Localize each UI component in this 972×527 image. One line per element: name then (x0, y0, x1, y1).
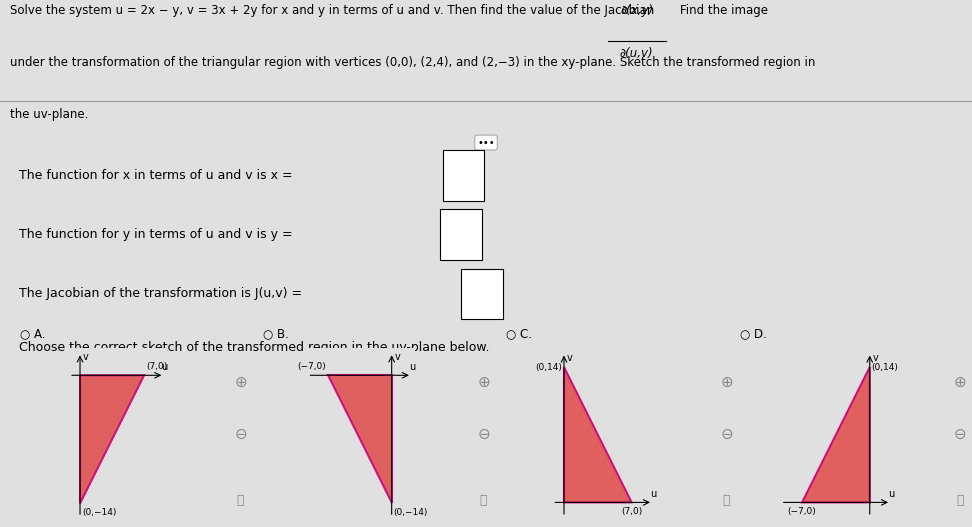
Text: ○ C.: ○ C. (506, 327, 533, 340)
Text: ⧉: ⧉ (723, 494, 730, 507)
Text: (0,−14): (0,−14) (82, 508, 117, 517)
Text: Find the image: Find the image (680, 4, 769, 17)
Text: (0,−14): (0,−14) (394, 508, 428, 517)
Text: ○ D.: ○ D. (740, 327, 767, 340)
Text: The function for y in terms of u and v is y =: The function for y in terms of u and v i… (19, 228, 294, 241)
Text: under the transformation of the triangular region with vertices (0,0), (2,4), an: under the transformation of the triangul… (10, 56, 816, 69)
Text: (0,14): (0,14) (872, 363, 898, 372)
Text: u: u (649, 489, 656, 499)
Text: v: v (873, 353, 879, 363)
Text: ⊖: ⊖ (954, 427, 966, 442)
Text: ⊖: ⊖ (720, 427, 733, 442)
Text: ∂(u,v): ∂(u,v) (620, 47, 653, 60)
Text: u: u (161, 362, 167, 372)
Text: ⊕: ⊕ (234, 375, 247, 389)
Text: (−7,0): (−7,0) (787, 507, 816, 516)
Text: Solve the system u = 2x − y, v = 3x + 2y for x and y in terms of u and v. Then f: Solve the system u = 2x − y, v = 3x + 2y… (10, 4, 654, 17)
Text: ⊕: ⊕ (954, 375, 966, 389)
Text: ∂(x,y): ∂(x,y) (620, 4, 653, 17)
Text: ⧉: ⧉ (237, 494, 244, 507)
Text: v: v (395, 353, 400, 363)
Text: ⧉: ⧉ (956, 494, 963, 507)
Polygon shape (80, 375, 144, 503)
Text: (−7,0): (−7,0) (297, 362, 326, 370)
Text: Choose the correct sketch of the transformed region in the uv-plane below.: Choose the correct sketch of the transfo… (19, 341, 490, 354)
Text: v: v (567, 353, 573, 363)
Text: (7,0): (7,0) (621, 507, 642, 516)
Text: ○ A.: ○ A. (20, 327, 46, 340)
Polygon shape (802, 367, 870, 502)
Text: (7,0): (7,0) (146, 362, 167, 370)
Polygon shape (564, 367, 632, 502)
Text: ⧉: ⧉ (480, 494, 487, 507)
Text: ⊕: ⊕ (720, 375, 733, 389)
Text: ⊕: ⊕ (477, 375, 490, 389)
Text: The function for x in terms of u and v is x =: The function for x in terms of u and v i… (19, 169, 294, 182)
Text: ○ B.: ○ B. (263, 327, 290, 340)
Text: the uv-plane.: the uv-plane. (10, 108, 88, 121)
Text: The Jacobian of the transformation is J(u,v) =: The Jacobian of the transformation is J(… (19, 287, 302, 300)
Text: (0,14): (0,14) (536, 363, 562, 372)
Text: ⊖: ⊖ (234, 427, 247, 442)
Text: ⊖: ⊖ (477, 427, 490, 442)
Text: u: u (887, 489, 894, 499)
Text: u: u (408, 362, 415, 372)
Text: v: v (83, 353, 88, 363)
Polygon shape (328, 375, 392, 503)
Text: •••: ••• (477, 138, 495, 148)
